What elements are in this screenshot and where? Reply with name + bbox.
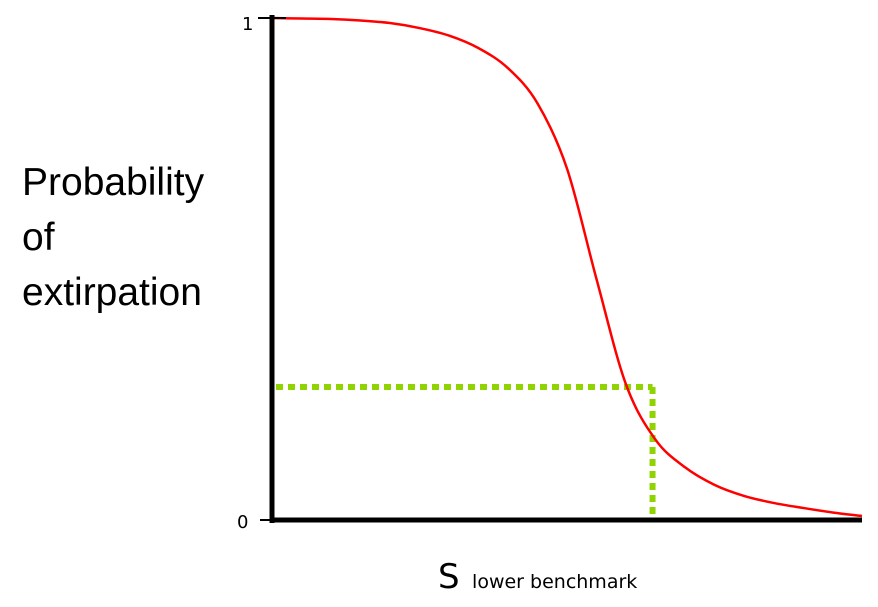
y-axis-label-line-1: Probability <box>22 161 205 204</box>
y-tick-label-top: 1 <box>242 14 253 35</box>
x-axis-label: S lower benchmark <box>438 557 637 597</box>
x-axis-label-main: S <box>438 557 460 597</box>
series-line-1 <box>272 18 862 516</box>
y-axis-label-line-3: extirpation <box>22 271 202 314</box>
y-axis-label-line-2: of <box>22 216 55 259</box>
y-tick-label-bottom: 0 <box>237 512 248 533</box>
x-axis-label-subscript: lower benchmark <box>472 571 637 593</box>
chart-marks <box>258 15 862 523</box>
